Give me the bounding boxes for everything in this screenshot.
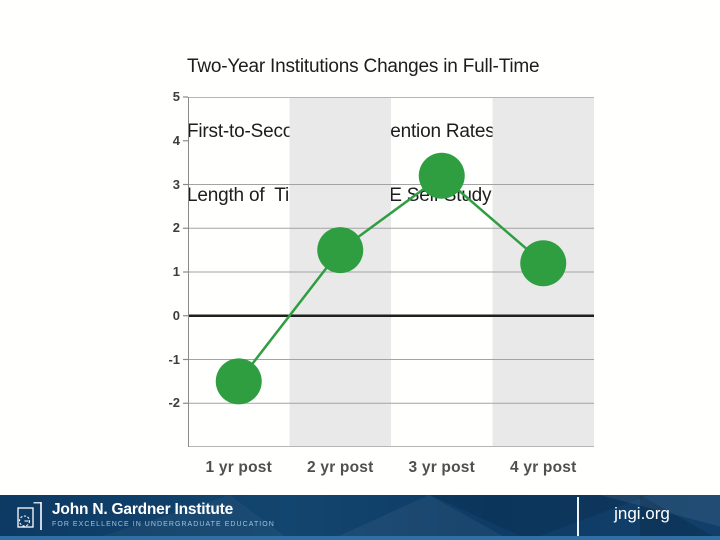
y-tick-label: 4	[172, 132, 180, 148]
trend-line	[237, 174, 545, 383]
data-point-3 yr post	[418, 152, 465, 199]
footer-divider	[577, 497, 579, 536]
footer-bar: John N. Gardner Institute FOR EXCELLENCE…	[0, 495, 720, 540]
x-category-label: 2 yr post	[307, 459, 374, 476]
logo-g-circle	[18, 515, 31, 527]
y-tick-label: 5	[172, 89, 180, 104]
x-category-label: 3 yr post	[408, 459, 475, 476]
x-category-label: 1 yr post	[205, 459, 272, 476]
slide-title-line-1: Two-Year Institutions Changes in Full-Ti…	[187, 56, 540, 77]
website-text: jngi.org	[614, 504, 670, 523]
data-point-4 yr post	[520, 240, 567, 287]
y-tick-label: -1	[168, 351, 180, 367]
org-name: John N. Gardner Institute	[52, 501, 234, 518]
y-tick-label: 0	[172, 307, 180, 323]
org-block: John N. Gardner Institute FOR EXCELLENCE…	[52, 501, 275, 529]
data-point-2 yr post	[317, 227, 364, 274]
logo-square	[17, 507, 34, 528]
plot-area	[183, 96, 594, 447]
y-tick-label: 1	[172, 264, 180, 279]
footer-accent-strip	[0, 536, 720, 540]
org-tagline: FOR EXCELLENCE IN UNDERGRADUATE EDUCATIO…	[52, 521, 275, 528]
y-tick-label: 3	[172, 176, 180, 192]
x-category-label: 4 yr post	[510, 459, 577, 476]
y-tick-label: 2	[172, 220, 180, 236]
data-point-1 yr post	[215, 358, 262, 405]
gardner-institute-logo	[17, 502, 42, 530]
footer-facet	[330, 495, 510, 540]
y-tick-label: -2	[168, 395, 180, 411]
